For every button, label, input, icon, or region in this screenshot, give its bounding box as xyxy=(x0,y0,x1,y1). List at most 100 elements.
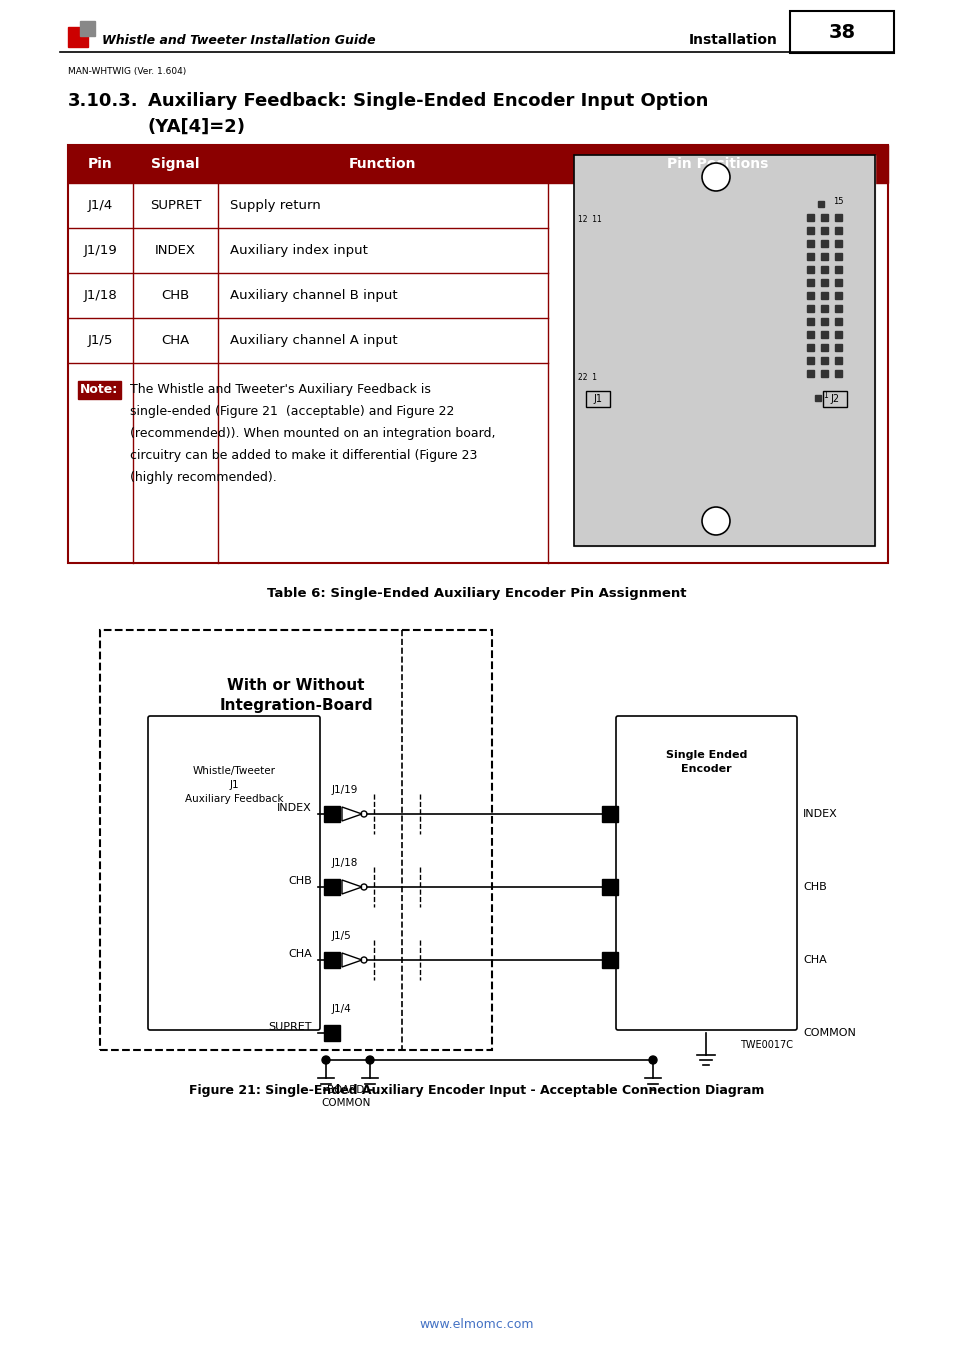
Text: J1/18: J1/18 xyxy=(84,289,117,302)
Bar xyxy=(821,331,827,338)
Text: 38: 38 xyxy=(827,23,855,42)
Bar xyxy=(789,11,893,53)
Text: Note:: Note: xyxy=(80,383,118,396)
Text: Single Ended
Encoder: Single Ended Encoder xyxy=(665,751,746,774)
Text: 15: 15 xyxy=(832,197,842,205)
Bar xyxy=(100,630,492,1050)
Circle shape xyxy=(701,163,729,190)
Text: Auxiliary channel A input: Auxiliary channel A input xyxy=(230,333,397,347)
Circle shape xyxy=(322,1056,330,1064)
Bar xyxy=(806,227,813,234)
Bar xyxy=(806,305,813,312)
Text: J1: J1 xyxy=(593,394,602,404)
Text: CHB: CHB xyxy=(802,882,826,892)
Text: Pin: Pin xyxy=(88,157,112,171)
Text: Table 6: Single-Ended Auxiliary Encoder Pin Assignment: Table 6: Single-Ended Auxiliary Encoder … xyxy=(267,587,686,599)
Text: INDEX: INDEX xyxy=(277,803,312,813)
Bar xyxy=(834,319,841,325)
Bar xyxy=(806,356,813,365)
Bar xyxy=(817,201,823,207)
Bar xyxy=(834,305,841,312)
Text: With or Without
Integration-Board: With or Without Integration-Board xyxy=(219,678,373,713)
Text: J1/5: J1/5 xyxy=(88,333,113,347)
Bar xyxy=(821,240,827,247)
Bar xyxy=(822,392,846,406)
Text: CHB: CHB xyxy=(161,289,190,302)
Text: Function: Function xyxy=(349,157,416,171)
Text: CHA: CHA xyxy=(161,333,190,347)
Bar xyxy=(834,331,841,338)
Bar xyxy=(834,344,841,351)
Bar xyxy=(574,155,874,545)
Bar xyxy=(806,215,813,221)
Circle shape xyxy=(701,508,729,535)
Text: Auxiliary channel B input: Auxiliary channel B input xyxy=(230,289,397,302)
Bar xyxy=(68,27,88,47)
Text: Pin Positions: Pin Positions xyxy=(666,157,768,171)
Text: 22  1: 22 1 xyxy=(578,373,597,382)
Bar xyxy=(821,319,827,325)
Text: J1/4: J1/4 xyxy=(332,1004,352,1014)
Text: CHB: CHB xyxy=(288,876,312,886)
Text: COMMON: COMMON xyxy=(802,1027,855,1038)
Bar xyxy=(806,252,813,261)
Bar xyxy=(834,370,841,377)
Bar xyxy=(834,215,841,221)
Bar xyxy=(821,227,827,234)
Bar xyxy=(806,370,813,377)
Bar xyxy=(821,266,827,273)
Text: J1/5: J1/5 xyxy=(332,931,352,941)
Text: SUPRET: SUPRET xyxy=(268,1022,312,1031)
Text: CHA: CHA xyxy=(288,949,312,958)
Bar xyxy=(806,331,813,338)
Bar xyxy=(821,305,827,312)
Bar xyxy=(324,952,339,968)
Text: J1/18: J1/18 xyxy=(332,859,358,868)
Text: MAN-WHTWIG (Ver. 1.604): MAN-WHTWIG (Ver. 1.604) xyxy=(68,68,186,76)
Circle shape xyxy=(648,1056,657,1064)
Bar xyxy=(601,879,618,895)
Bar xyxy=(806,344,813,351)
Bar xyxy=(821,279,827,286)
Bar xyxy=(834,356,841,365)
Text: Supply return: Supply return xyxy=(230,198,320,212)
Bar xyxy=(601,952,618,968)
Text: Auxiliary Feedback: Single-Ended Encoder Input Option: Auxiliary Feedback: Single-Ended Encoder… xyxy=(148,92,708,109)
Circle shape xyxy=(366,1056,374,1064)
Text: (YA[4]=2): (YA[4]=2) xyxy=(148,117,246,136)
Bar xyxy=(806,279,813,286)
Text: CHA: CHA xyxy=(802,954,826,965)
Bar xyxy=(821,252,827,261)
Text: 1: 1 xyxy=(822,392,827,401)
Text: Signal: Signal xyxy=(152,157,199,171)
Bar xyxy=(806,240,813,247)
Bar xyxy=(324,879,339,895)
Text: www.elmomc.com: www.elmomc.com xyxy=(419,1318,534,1331)
Text: INDEX: INDEX xyxy=(154,244,195,256)
Bar xyxy=(834,266,841,273)
Bar xyxy=(324,1025,339,1041)
Bar xyxy=(821,344,827,351)
Bar xyxy=(68,144,887,563)
Bar xyxy=(68,144,887,184)
Text: The Whistle and Tweeter's Auxiliary Feedback is
single-ended (Figure 21  (accept: The Whistle and Tweeter's Auxiliary Feed… xyxy=(130,383,495,485)
Bar xyxy=(821,292,827,298)
Bar xyxy=(814,396,821,401)
Text: Installation: Installation xyxy=(688,32,778,47)
Text: INDEX: INDEX xyxy=(802,809,837,819)
Text: Whistle/Tweeter
J1
Auxiliary Feedback: Whistle/Tweeter J1 Auxiliary Feedback xyxy=(185,765,283,805)
Bar xyxy=(806,266,813,273)
Text: J1/19: J1/19 xyxy=(332,784,358,795)
Text: J1/19: J1/19 xyxy=(84,244,117,256)
Bar xyxy=(834,292,841,298)
Bar xyxy=(601,806,618,822)
Bar xyxy=(834,252,841,261)
Text: TWE0017C: TWE0017C xyxy=(740,1040,792,1050)
Text: J2: J2 xyxy=(829,394,839,404)
Text: 12  11: 12 11 xyxy=(578,215,601,224)
Bar xyxy=(834,279,841,286)
Text: 3.10.3.: 3.10.3. xyxy=(68,92,138,109)
Text: J1/4: J1/4 xyxy=(88,198,113,212)
Bar xyxy=(806,292,813,298)
Text: SUPRET: SUPRET xyxy=(150,198,201,212)
